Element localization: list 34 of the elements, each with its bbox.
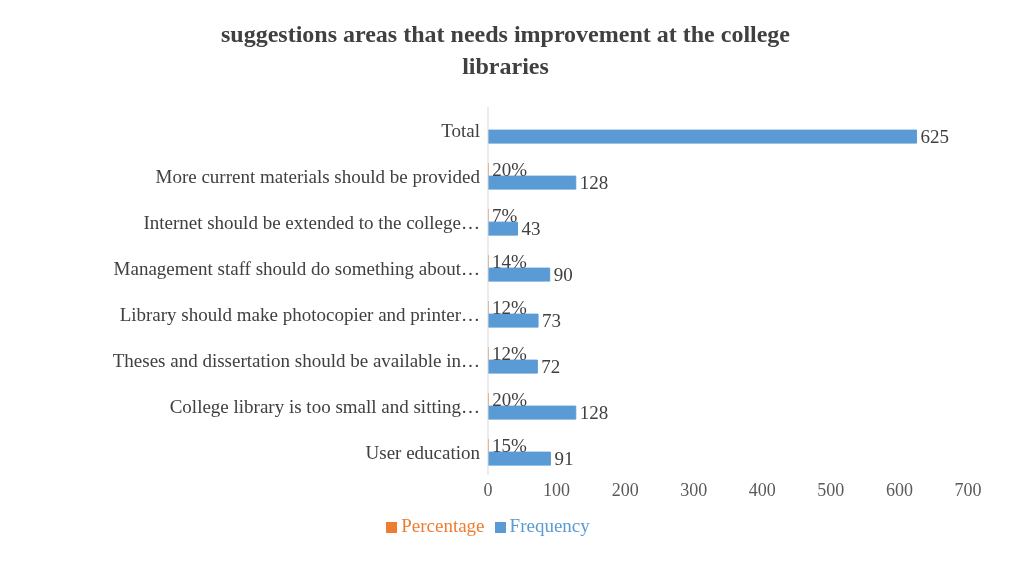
data-label: 20% (492, 159, 528, 181)
data-label: 91 (554, 448, 574, 470)
data-label: 128 (579, 172, 609, 194)
x-tick-label: 200 (611, 479, 639, 500)
data-label: 12% (492, 343, 528, 365)
y-tick-label: Total (441, 119, 480, 141)
data-label: 14% (492, 251, 528, 273)
data-label: 12% (492, 297, 528, 319)
data-label: 20% (492, 389, 528, 411)
x-tick-label: 500 (817, 479, 845, 500)
x-tick-label: 400 (748, 479, 776, 500)
data-label: 625 (920, 126, 950, 148)
data-label: 7% (492, 205, 518, 227)
x-tick-label: 700 (954, 479, 982, 500)
data-label: 128 (579, 402, 609, 424)
data-label: 15% (492, 435, 528, 457)
x-tick-label: 100 (543, 479, 571, 500)
y-tick-label: More current materials should be provided (155, 165, 481, 187)
data-label: 90 (553, 264, 573, 286)
y-tick-label: College library is too small and sitting… (169, 395, 480, 417)
x-tick-label: 0 (483, 479, 493, 500)
legend-label: Frequency (509, 515, 590, 536)
x-tick-label: 300 (680, 479, 708, 500)
x-tick-label: 600 (885, 479, 913, 500)
y-tick-label: Internet should be extended to the college… (143, 211, 480, 233)
y-tick-label: Management staff should do something about… (113, 257, 480, 279)
legend-label: Percentage (401, 515, 485, 536)
chart-title: suggestions areas that needs improvement at the college libraries (219, 20, 792, 81)
y-tick-label: Library should make photocopier and printer… (119, 303, 480, 325)
data-label: 73 (542, 310, 562, 332)
y-tick-label: Theses and dissertation should be available in… (112, 349, 480, 371)
data-label: 43 (521, 218, 541, 240)
y-tick-label: User education (365, 441, 481, 463)
data-label: 72 (541, 356, 561, 378)
